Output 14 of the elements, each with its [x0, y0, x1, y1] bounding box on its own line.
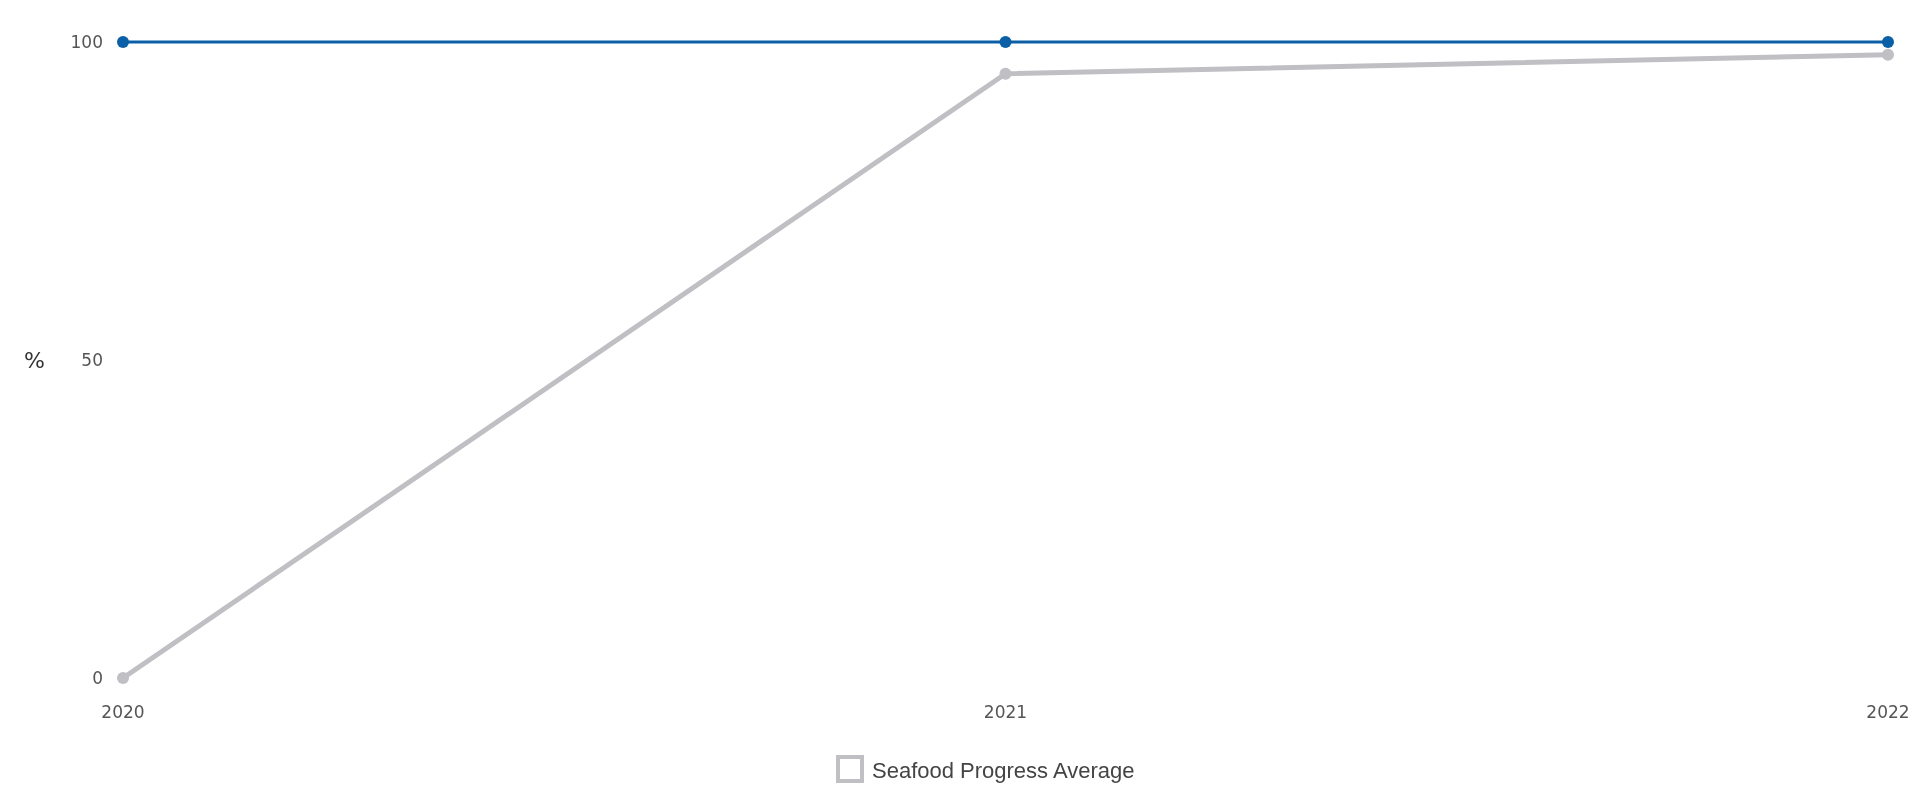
y-tick-label: 0	[92, 667, 103, 688]
x-tick-label: 2022	[1866, 702, 1910, 722]
point	[117, 36, 129, 48]
y-tick-label: 50	[81, 349, 103, 370]
point	[999, 36, 1012, 48]
y-axis-title: %	[24, 347, 45, 373]
x-tick-label: 2020	[101, 702, 145, 722]
point	[999, 67, 1012, 80]
x-tick-label: 2021	[983, 702, 1028, 722]
point	[117, 672, 129, 684]
point	[1882, 36, 1894, 48]
legend-label: Seafood Progress Average	[872, 757, 1135, 783]
y-tick-label: 100	[70, 31, 103, 52]
point	[1882, 48, 1894, 61]
